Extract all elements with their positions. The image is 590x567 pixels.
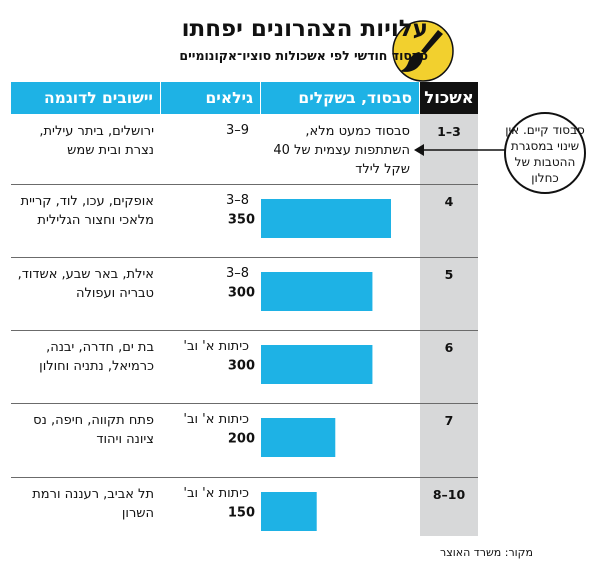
subsidy-value-label: 300 (228, 286, 255, 301)
source-credit: מקור: משרד האוצר (440, 546, 533, 559)
row-divider (11, 403, 478, 404)
cluster-cell: 6 (444, 340, 454, 355)
row-divider (11, 477, 478, 478)
subsidy-bar (261, 492, 317, 531)
grades-cell: כיתות א' וב' (183, 412, 249, 427)
towns-cell: ירושלים, ביתר עילית, נצרת ובית שמש (39, 124, 154, 158)
subsidy-bar (261, 345, 373, 384)
column-header-subsidy: סבסוד, בשקלים (261, 82, 419, 114)
table-header-row: אשכול סבסוד, בשקלים גילאים יישובים לדוגמ… (11, 82, 478, 114)
towns-cell: תל אביב, רעננה ורמת השרון (32, 487, 154, 521)
cluster-cell: 5 (444, 267, 454, 282)
grades-cell: 8–3 (225, 266, 249, 281)
subsidy-value-label: 200 (228, 432, 255, 447)
callout-text: סבסוד קיים. אין שינוי במסגרת ההטבות של כ… (505, 123, 585, 185)
table-row: 7 כיתות א' וב' פתח תקווה, חיפה, נס ציונה… (11, 403, 478, 477)
cluster-cell: 7 (444, 413, 454, 428)
subsidy-bar (261, 272, 373, 311)
grades-cell: כיתות א' וב' (183, 339, 249, 354)
table-row: 4 8–3 אופקים, עכו, לוד, קריית מלאכי וחצו… (11, 184, 478, 257)
cluster-cell: 10–8 (432, 487, 466, 502)
paintbrush-logo-icon (392, 20, 454, 82)
column-header-cluster: אשכול (420, 82, 478, 114)
table-row: 3–1 סבסוד כמעט מלא, השתתפות עצמית של 40 … (11, 114, 478, 184)
subsidy-value-label: 150 (228, 506, 255, 521)
column-header-grades: גילאים (161, 82, 260, 114)
subsidy-value-label: 300 (228, 359, 255, 374)
page-subtitle: סבסוד חודשי לפי אשכולות סוציו־אקונומיים (179, 48, 428, 63)
subsidy-table: אשכול סבסוד, בשקלים גילאים יישובים לדוגמ… (11, 82, 478, 536)
subsidy-bar (261, 418, 336, 457)
table-row: 5 8–3 אילת, באר שבע, אשדוד, טבריה ועפולה (11, 257, 478, 330)
subsidy-note-cell: סבסוד כמעט מלא, השתתפות עצמית של 40 שקל … (273, 124, 410, 177)
row-divider (11, 330, 478, 331)
table-row: 6 כיתות א' וב' בת ים, חדרה, יבנה, כרמיאל… (11, 330, 478, 403)
page-title: עלויות הצהרונים יפחתו (181, 16, 428, 42)
grades-cell: 9–3 (225, 123, 249, 138)
callout-bubble (504, 112, 586, 194)
table-row: 10–8 כיתות א' וב' תל אביב, רעננה ורמת הש… (11, 477, 478, 536)
grades-cell: כיתות א' וב' (183, 486, 249, 501)
subsidy-bar (261, 199, 391, 238)
towns-cell: פתח תקווה, חיפה, נס ציונה ויהוד (33, 413, 154, 447)
subsidy-value-label: 350 (228, 213, 255, 228)
row-divider (11, 257, 478, 258)
column-header-towns: יישובים לדוגמה (11, 82, 160, 114)
cluster-cell: 4 (444, 194, 454, 209)
towns-cell: בת ים, חדרה, יבנה, כרמיאל, נתניה וחולון (39, 340, 154, 374)
row-divider (11, 184, 478, 185)
towns-cell: אופקים, עכו, לוד, קריית מלאכי וחצור הגלי… (20, 194, 154, 228)
grades-cell: 8–3 (225, 193, 249, 208)
towns-cell: אילת, באר שבע, אשדוד, טבריה ועפולה (17, 267, 154, 301)
subsidy-bar-chart: 350 300 300 200 150 (228, 199, 391, 531)
callout-arrow-icon (414, 144, 506, 156)
cluster-cell: 3–1 (437, 124, 461, 139)
